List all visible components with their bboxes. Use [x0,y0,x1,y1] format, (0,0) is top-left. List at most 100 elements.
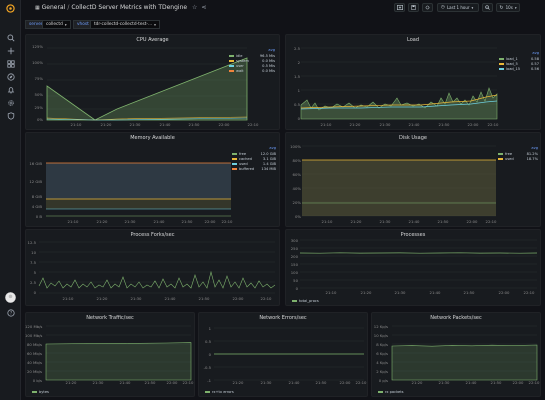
dashboards-icon[interactable] [6,59,15,68]
star-icon[interactable]: ☆ [192,4,198,11]
refresh-button[interactable]: ↻ 10s ▾ [496,3,520,12]
config-icon[interactable] [6,98,15,107]
legend-label: load_5 [506,61,518,66]
search-icon[interactable] [6,33,15,42]
grafana-logo-icon[interactable] [6,4,15,13]
legend-item[interactable]: rx packets [378,389,404,394]
processes-panel[interactable]: Processes 300 250 200 150 100 50 0 21:10… [285,229,541,306]
time-picker[interactable]: ◷ Last 1 hour ▾ [437,3,479,12]
y-tick: 200 [290,254,298,259]
y-tick: 6 Kp/s [376,351,388,356]
series-load_1 [300,87,498,120]
x-tick: 21:20 [232,380,244,385]
series-forks [38,270,276,289]
x-tick: 21:40 [429,290,441,295]
network-packets-panel[interactable]: Network Packets/sec 12 Kp/s 10 Kp/s 8 Kp… [371,312,541,397]
add-icon[interactable] [6,46,15,55]
avatar[interactable] [5,292,16,303]
legend-item[interactable]: used 1.4 GiB [232,161,276,166]
time-range-label: Last 1 hour [446,5,470,10]
y-tick: 2 Kp/s [376,369,388,374]
variable-select-server[interactable]: collectd ▾ [42,20,71,29]
x-tick: 22:10 [487,122,499,127]
x-tick: 21:50 [188,122,200,127]
x-tick: 21:30 [260,380,272,385]
series-user [46,117,248,121]
legend-label: load_1 [506,56,518,61]
legend-label: system [236,58,249,63]
legend-value: 0.58 [530,56,539,61]
legend-item[interactable]: load_1 0.58 [499,56,539,61]
y-tick: 12.5 [27,240,36,245]
legend-label: used [505,156,514,161]
network-traffic-panel[interactable]: Network Traffic/sec 120 Mb/s 100 Mb/s 80… [25,312,195,397]
legend-label: load_15 [506,66,521,71]
legend-item[interactable]: idle 96.5 Mis [229,53,275,58]
legend-item[interactable]: load_5 0.57 [499,61,539,66]
y-tick: 0.5 [204,339,211,344]
legend-item[interactable]: used 18.7% [498,156,538,161]
x-tick: 22:00 [166,380,178,385]
legend-header: avg [269,146,276,150]
legend-item[interactable]: cached 3.1 GiB [232,156,276,161]
legend-header: avg [268,48,275,52]
x-tick: 21:20 [411,380,423,385]
y-tick: 4 GiB [31,204,42,209]
memory-available-panel[interactable]: Memory Available 16 GiB 12 GiB 8 GiB 4 G… [25,132,280,227]
alerting-icon[interactable] [6,85,15,94]
help-icon[interactable]: ? [6,308,15,317]
y-tick: 120 Mb/s [25,324,43,329]
disk-usage-panel[interactable]: Disk Usage 100% 80% 60% 40% 20% 0% 21:10… [285,132,541,227]
x-tick: 21:50 [181,219,193,224]
explore-icon[interactable] [6,72,15,81]
legend-value: 0.0 Mis [262,58,275,63]
share-icon[interactable]: ⋖ [201,4,207,11]
network-errors-panel[interactable]: Network Errors/sec 1 0.5 0 -0.5 -1 21:20… [198,312,368,397]
load-panel[interactable]: Load 2.5 2 1.5 1 0.5 0 21:10 21:20 21:30… [285,34,541,130]
legend-label: rx+tx errors [212,389,234,394]
x-tick: 21:30 [124,219,136,224]
legend-item[interactable]: wait 0.0 Mis [229,68,275,73]
legend-item[interactable]: bytes [32,389,49,394]
add-panel-button[interactable] [394,3,405,12]
breadcrumb-home[interactable]: General [41,4,66,11]
legend-item[interactable]: free 12.0 GiB [232,151,276,156]
clock-icon: ◷ [441,5,445,10]
shield-icon[interactable] [6,111,15,120]
legend-item[interactable]: load_15 0.56 [499,66,539,71]
legend-item[interactable]: user 0.5 Mis [229,63,275,68]
zoom-out-button[interactable] [482,3,493,12]
page-title[interactable]: CollectD Server Metrics with TDengine [71,4,188,11]
legend-header: avg [532,51,539,55]
legend-value: 3.1 GiB [262,156,276,161]
save-dashboard-button[interactable] [408,3,419,12]
process-forks-chart [38,241,276,294]
legend-item[interactable]: free 81.2% [498,151,538,156]
variable-select-vhost[interactable]: tdr-collectd-collectd-test-... ▾ [90,20,160,29]
legend-item[interactable]: total_procs [292,298,319,303]
y-tick: 2.5 [29,280,36,285]
y-tick: 10 [31,250,36,255]
svg-text:?: ? [9,310,12,316]
y-tick: 12 GiB [29,179,42,184]
settings-button[interactable] [422,3,433,12]
x-tick: 21:50 [315,380,327,385]
legend-item[interactable]: rx+tx errors [205,389,234,394]
legend-item[interactable]: system 0.0 Mis [229,58,275,63]
legend-item[interactable]: buffered 134 MiB [232,166,276,171]
cpu-chart [46,47,248,121]
variable-value-server: collectd [46,22,63,27]
legend-label: bytes [39,389,49,394]
y-tick: 80% [292,158,301,163]
dashboards-icon: ▦ [35,5,40,11]
legend: total_procs [292,298,319,303]
series-system [46,116,248,121]
chevron-down-icon: ▾ [471,5,474,10]
panel-title: Network Traffic/sec [86,315,134,321]
y-tick: 0 [33,290,36,295]
process-forks-panel[interactable]: Process Forks/sec 12.5 10 7.5 5 2.5 0 21… [25,229,280,306]
cpu-average-panel[interactable]: CPU Average 125% 100% 75% 50% 25% 0% 21:… [25,34,280,130]
legend-label: cached [239,156,252,161]
x-tick: 21:10 [67,219,79,224]
legend-label: used [239,161,248,166]
